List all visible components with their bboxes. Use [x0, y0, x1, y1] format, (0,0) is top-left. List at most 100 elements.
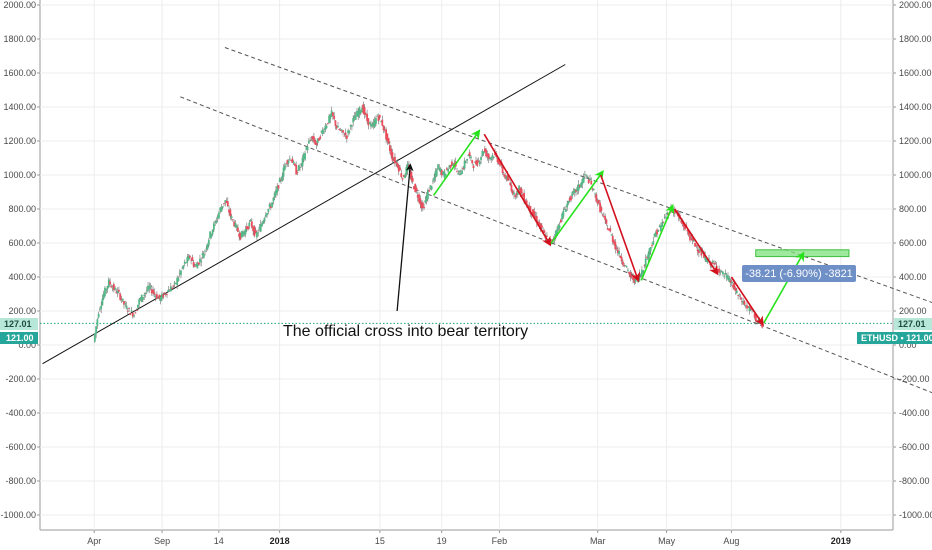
candle — [651, 242, 653, 248]
candle-body — [654, 232, 657, 237]
candle — [182, 264, 185, 270]
candle — [164, 292, 167, 297]
candle-body — [746, 305, 748, 309]
candle — [640, 266, 643, 279]
candle-body — [144, 292, 147, 294]
candle — [624, 265, 627, 267]
candle — [653, 233, 656, 238]
candle-body — [361, 108, 363, 113]
candle-body — [509, 182, 512, 185]
candle-body — [116, 290, 119, 294]
candle — [162, 292, 165, 300]
candle — [367, 118, 370, 130]
candle-body — [737, 295, 740, 296]
candle — [99, 306, 101, 312]
candle-body — [224, 200, 227, 204]
candle — [445, 166, 448, 171]
candle-body — [738, 294, 741, 295]
candle — [459, 169, 462, 176]
candle — [273, 191, 276, 201]
candle — [335, 125, 338, 130]
candle — [361, 105, 363, 113]
bearish-arrow[interactable] — [599, 174, 641, 283]
candle — [464, 160, 467, 164]
candle-body — [288, 158, 291, 160]
candle-body — [562, 210, 565, 217]
candle — [247, 225, 249, 231]
candle-body — [225, 200, 228, 203]
annotation-text[interactable]: The official cross into bear territory — [283, 323, 528, 340]
candle-body — [458, 170, 461, 172]
candle-body — [212, 223, 215, 230]
candle — [565, 205, 567, 212]
candle-body — [301, 157, 304, 167]
candle — [174, 282, 177, 285]
measure-label[interactable]: -38.21 (-6.90%) -3821 — [742, 265, 856, 282]
candle — [275, 186, 277, 198]
y-tick-label-left: 200.00 — [8, 306, 36, 316]
candle — [496, 157, 499, 165]
candle — [413, 185, 415, 190]
drawing-arrows[interactable] — [396, 129, 805, 327]
bearish-arrow[interactable] — [730, 276, 764, 327]
candle-body — [371, 124, 374, 127]
candle-body — [540, 225, 543, 228]
candle — [580, 182, 583, 188]
candle-body — [727, 275, 729, 280]
candle — [697, 247, 700, 258]
candle — [383, 126, 386, 133]
candle-body — [182, 265, 185, 269]
candle-body — [162, 294, 165, 298]
candle — [100, 301, 103, 314]
candle — [126, 307, 129, 315]
candle — [490, 156, 493, 163]
bearish-arrow[interactable] — [483, 133, 552, 247]
candle — [223, 203, 225, 206]
x-axis[interactable]: Apr Sep 14 2018 15 19 Feb Mar May Aug 2019 — [87, 530, 851, 546]
candle — [359, 109, 362, 116]
candle — [582, 173, 585, 183]
candle — [581, 177, 584, 189]
candle — [652, 236, 655, 246]
candle-body — [414, 183, 417, 192]
candle — [364, 112, 367, 118]
y-axis-left[interactable]: 2000.00 1800.00 1600.00 1400.00 1200.00 1000.… — [0, 0, 40, 520]
candle — [492, 156, 495, 160]
bearish-arrow[interactable] — [674, 208, 719, 276]
candle — [269, 202, 272, 211]
channel-upper-line[interactable] — [224, 47, 932, 303]
candle — [462, 165, 465, 171]
candle-body — [168, 290, 171, 292]
bullish-arrow[interactable] — [432, 129, 481, 196]
candle — [578, 184, 581, 189]
channel-lower-line[interactable] — [180, 96, 932, 394]
candle-body — [118, 289, 120, 292]
bullish-arrow[interactable] — [763, 251, 805, 324]
candle-body — [120, 298, 123, 300]
candle — [311, 135, 314, 143]
x-tick-label: Apr — [87, 536, 101, 546]
candle-body — [181, 267, 184, 269]
candle-body — [262, 220, 265, 224]
candle — [150, 285, 153, 296]
candle-body — [129, 313, 132, 315]
candle-body — [665, 216, 667, 219]
candle-body — [325, 125, 328, 128]
candle-body — [559, 219, 562, 223]
candle-body — [595, 194, 598, 202]
candle-body — [125, 305, 128, 309]
candle-body — [592, 189, 595, 191]
candle-body — [352, 118, 355, 123]
candle — [656, 228, 658, 238]
candle-body — [385, 129, 387, 140]
annotation-arrow[interactable] — [396, 163, 414, 312]
candle-body — [467, 155, 470, 157]
candle — [486, 150, 489, 161]
bullish-arrow[interactable] — [640, 203, 675, 281]
candle — [347, 128, 350, 137]
candle-body — [178, 272, 181, 274]
y-axis-right[interactable]: 2000.00 1800.00 1600.00 1400.00 1200.00 1000.… — [893, 0, 932, 520]
candle — [334, 120, 337, 130]
bullish-arrow[interactable] — [549, 170, 604, 246]
